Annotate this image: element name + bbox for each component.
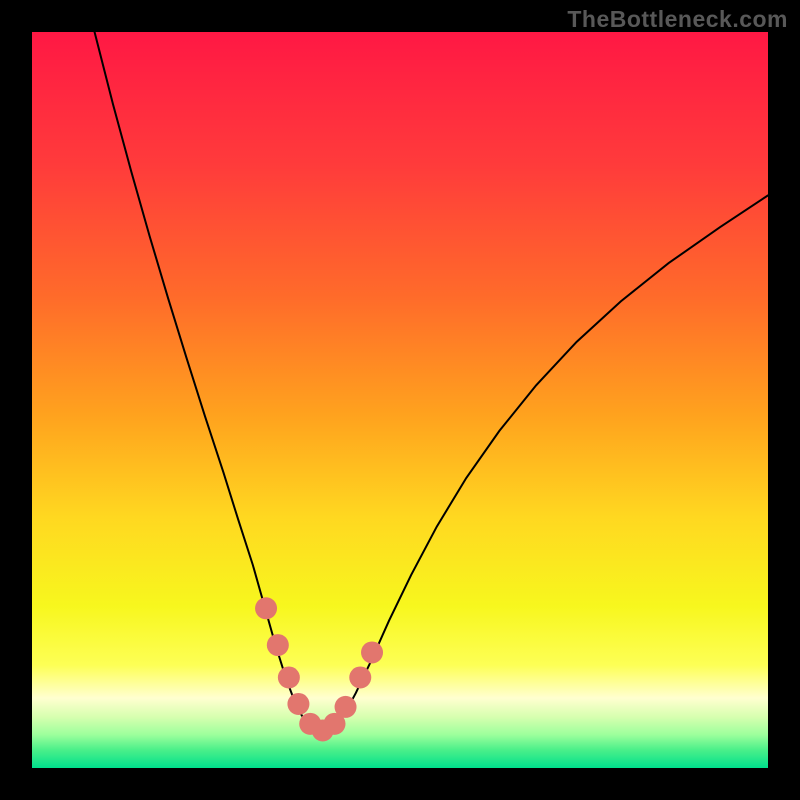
plot-background (32, 32, 768, 768)
curve-marker (267, 634, 289, 656)
bottleneck-chart (0, 0, 800, 800)
curve-marker (335, 696, 357, 718)
curve-marker (361, 641, 383, 663)
curve-marker (287, 693, 309, 715)
curve-marker (255, 597, 277, 619)
watermark-text: TheBottleneck.com (567, 6, 788, 33)
curve-marker (278, 666, 300, 688)
curve-marker (349, 666, 371, 688)
